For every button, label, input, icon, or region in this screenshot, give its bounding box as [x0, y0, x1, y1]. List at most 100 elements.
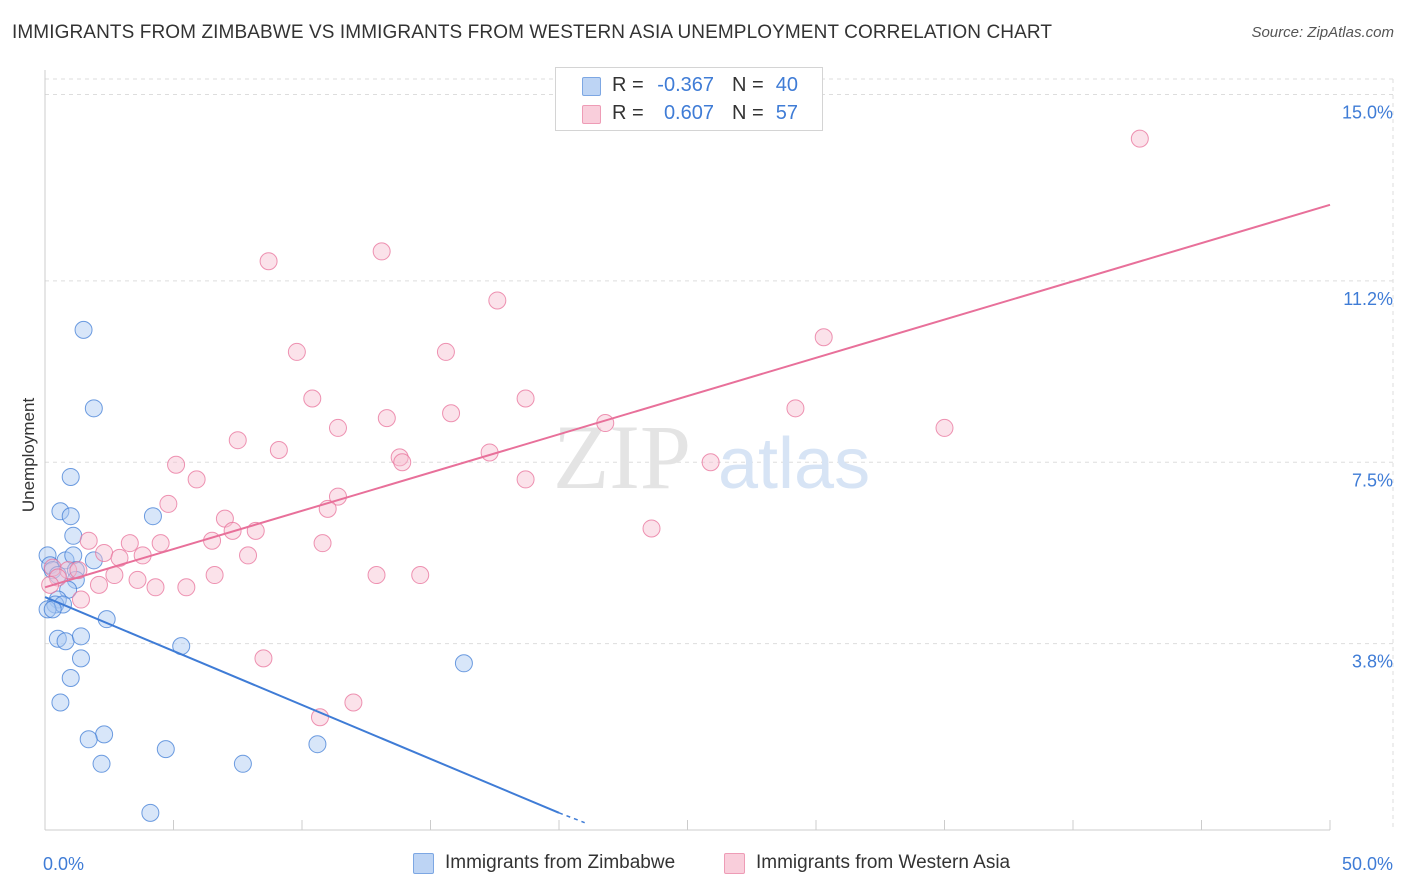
y-tick-label: 11.2%	[1343, 289, 1393, 309]
point-zimbabwe	[141, 803, 160, 822]
point-zimbabwe	[308, 735, 327, 754]
point-western-asia	[43, 558, 62, 577]
legend-n-value-western-asia: 57	[775, 102, 798, 124]
chart-title: IMMIGRANTS FROM ZIMBABWE VS IMMIGRANTS F…	[12, 22, 1053, 43]
point-western-asia	[205, 566, 224, 585]
point-western-asia	[59, 561, 78, 580]
point-zimbabwe	[71, 649, 90, 668]
point-zimbabwe	[61, 467, 80, 486]
legend-swatch-western-asia	[724, 853, 745, 874]
point-western-asia	[411, 566, 430, 585]
point-western-asia	[228, 431, 247, 450]
legend-row-zimbabwe: R = -0.367 N = 40	[556, 72, 822, 100]
point-western-asia	[177, 578, 196, 597]
point-western-asia	[89, 575, 108, 594]
legend-label-western-asia: Immigrants from Western Asia	[756, 852, 1011, 873]
point-zimbabwe	[64, 526, 83, 545]
legend-swatch-zimbabwe	[413, 853, 434, 874]
point-western-asia	[159, 494, 178, 513]
legend-label-zimbabwe: Immigrants from Zimbabwe	[445, 852, 676, 873]
point-western-asia	[328, 418, 347, 437]
point-western-asia	[79, 531, 98, 550]
trend-line-zimbabwe	[44, 596, 560, 814]
point-western-asia	[642, 519, 661, 538]
y-tick-label: 15.0%	[1342, 103, 1393, 123]
y-tick-labels: 3.8% 7.5% 11.2% 15.0%	[1342, 103, 1393, 672]
legend-r-value-zimbabwe: -0.367	[657, 74, 714, 96]
watermark-zip: ZIP	[553, 406, 691, 508]
point-zimbabwe	[51, 693, 70, 712]
point-western-asia	[239, 546, 258, 565]
x-tick-labels: 0.0% 50.0%	[43, 854, 1393, 874]
legend-row-western-asia: R = 0.607 N = 57	[556, 100, 822, 128]
point-western-asia	[516, 470, 535, 489]
point-zimbabwe	[79, 730, 98, 749]
legend-r-label: R =	[612, 102, 644, 124]
legend-swatch-zimbabwe	[582, 77, 601, 96]
point-zimbabwe	[143, 507, 162, 526]
point-zimbabwe	[56, 632, 75, 651]
point-zimbabwe	[71, 627, 90, 646]
point-western-asia	[259, 252, 278, 271]
y-tick-label: 3.8%	[1352, 652, 1393, 672]
point-western-asia	[701, 453, 720, 472]
point-western-asia	[935, 418, 954, 437]
point-western-asia	[120, 534, 139, 553]
point-western-asia	[390, 448, 409, 467]
point-western-asia	[110, 548, 129, 567]
point-western-asia	[254, 649, 273, 668]
legend-n-label: N =	[732, 74, 764, 96]
point-western-asia	[516, 389, 535, 408]
watermark: ZIP atlas	[553, 406, 870, 508]
point-western-asia	[488, 291, 507, 310]
point-zimbabwe	[51, 502, 70, 521]
point-zimbabwe	[156, 740, 175, 759]
legend-r-value-western-asia: 0.607	[663, 102, 714, 124]
point-western-asia	[786, 399, 805, 418]
legend-n-value-zimbabwe: 40	[775, 74, 798, 96]
point-western-asia	[187, 470, 206, 489]
point-western-asia	[303, 389, 322, 408]
point-western-asia	[128, 570, 147, 589]
point-western-asia	[367, 566, 386, 585]
point-western-asia	[377, 409, 396, 428]
point-western-asia	[269, 441, 288, 459]
point-zimbabwe	[84, 551, 103, 570]
point-western-asia	[146, 578, 165, 597]
data-points	[38, 129, 1149, 822]
point-western-asia	[71, 590, 90, 609]
point-western-asia	[287, 342, 306, 361]
point-zimbabwe	[74, 320, 93, 339]
correlation-legend: R = -0.367 N = 40 R = 0.607 N = 57	[555, 67, 823, 131]
trend-line-western-asia	[44, 203, 1331, 589]
watermark-atlas: atlas	[718, 424, 870, 504]
point-western-asia	[344, 693, 363, 712]
point-western-asia	[313, 534, 332, 553]
point-zimbabwe	[233, 754, 252, 773]
axes	[44, 70, 1331, 831]
point-western-asia	[310, 708, 329, 727]
point-western-asia	[436, 342, 455, 361]
y-axis-label: Unemployment	[19, 398, 38, 513]
point-zimbabwe	[95, 725, 114, 744]
point-zimbabwe	[92, 754, 111, 773]
point-western-asia	[442, 404, 461, 423]
point-western-asia	[1130, 129, 1149, 148]
trend-lines	[44, 203, 1331, 824]
legend-n-label: N =	[732, 102, 764, 124]
point-western-asia	[69, 561, 88, 580]
series-legend: Immigrants from Zimbabwe Immigrants from…	[0, 852, 1406, 876]
point-zimbabwe	[454, 654, 473, 673]
point-western-asia	[95, 543, 114, 562]
x-tick-label-min: 0.0%	[43, 854, 84, 874]
point-zimbabwe	[84, 399, 103, 418]
chart-source: Source: ZipAtlas.com	[1251, 24, 1394, 41]
legend-swatch-western-asia	[582, 105, 601, 124]
point-zimbabwe	[61, 669, 80, 687]
point-western-asia	[814, 328, 833, 347]
point-western-asia	[151, 534, 170, 553]
x-tick-label-max: 50.0%	[1342, 854, 1393, 874]
legend-r-label: R =	[612, 74, 644, 96]
point-western-asia	[167, 455, 186, 474]
point-zimbabwe	[61, 507, 80, 526]
